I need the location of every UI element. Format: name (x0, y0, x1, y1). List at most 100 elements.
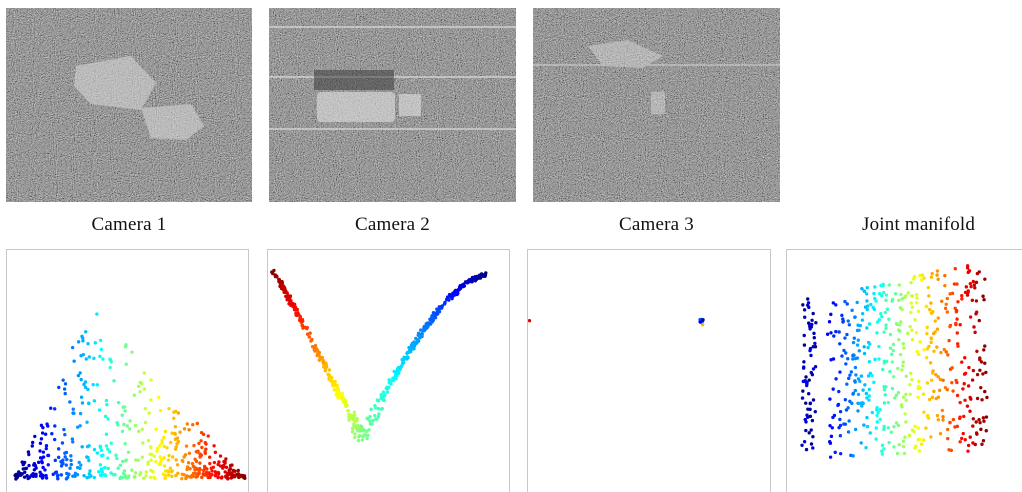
scatter-point-cam2 (434, 312, 438, 316)
scatter-point-joint (961, 387, 965, 391)
scatter-point-cam2 (401, 358, 406, 363)
scatter-point-cam1 (80, 401, 85, 405)
camera-1-label: Camera 1 (91, 214, 167, 235)
scatter-point-cam2 (298, 314, 303, 319)
scatter-point-cam1 (217, 460, 221, 464)
scatter-point-joint (974, 280, 979, 285)
scatter-point-joint (890, 360, 895, 364)
scatter-point-cam2 (412, 341, 417, 345)
scatter-point-cam2 (352, 424, 356, 428)
scatter-point-joint (868, 342, 872, 346)
scatter-point-cam1 (212, 444, 216, 448)
scatter-point-joint (855, 356, 860, 360)
scatter-point-joint (892, 424, 896, 429)
scatter-point-joint (867, 322, 872, 326)
scatter-point-cam1 (53, 458, 57, 463)
scatter-point-cam2 (274, 274, 278, 278)
scatter-point-joint (842, 348, 846, 353)
scatter-point-joint (933, 330, 937, 334)
scatter-point-cam2 (445, 295, 450, 299)
scatter-point-cam1 (173, 424, 178, 429)
scatter-point-joint (900, 405, 904, 409)
scatter-point-joint (881, 367, 885, 372)
scatter-point-joint (831, 387, 835, 391)
scatter-point-cam1 (69, 454, 73, 458)
scatter-point-joint (813, 345, 818, 349)
scatter-point-joint (893, 292, 898, 296)
scatter-point-cam1 (224, 465, 229, 469)
scatter-point-joint (857, 328, 861, 333)
scatter-point-cam1 (78, 371, 82, 375)
scatter-point-joint (853, 365, 858, 370)
scatter-point-joint (969, 284, 973, 289)
scatter-point-joint (803, 315, 807, 319)
scatter-point-joint (910, 428, 915, 432)
scatter-point-cam1 (214, 471, 218, 476)
scatter-point-joint (884, 323, 888, 327)
scatter-point-joint (891, 342, 896, 347)
scatter-point-cam1 (172, 410, 176, 414)
scatter-point-cam1 (120, 413, 124, 417)
scatter-point-joint (946, 436, 950, 441)
scatter-point-cam1 (149, 458, 153, 462)
scatter-point-cam1 (146, 462, 150, 466)
scatter-point-joint (929, 301, 933, 305)
scatter-point-cam1 (84, 357, 88, 361)
scatter-point-cam1 (209, 466, 213, 470)
scatter-point-joint (930, 271, 934, 276)
scatter-point-cam1 (185, 474, 189, 478)
scatter-point-joint (877, 344, 881, 349)
scatter-point-joint (883, 393, 887, 397)
scatter-point-joint (955, 317, 959, 321)
scatter-point-joint (870, 410, 875, 415)
scatter-point-joint (946, 353, 950, 357)
scatter-point-cam2 (335, 389, 339, 394)
scatter-point-joint (953, 425, 957, 429)
scatter-point-joint (809, 442, 814, 446)
scatter-point-joint (805, 413, 809, 417)
scatter-point-cam1 (92, 356, 96, 361)
scatter-point-joint (844, 351, 848, 355)
scatter-point-joint (880, 293, 884, 298)
scatter-point-cam1 (180, 476, 184, 481)
scatter-point-joint (866, 345, 870, 350)
scatter-point-cam1 (170, 431, 174, 435)
scatter-point-cam1 (185, 422, 189, 426)
scatter-point-joint (905, 331, 910, 336)
scatter-point-joint (914, 331, 919, 335)
scatter-point-cam2 (368, 422, 373, 426)
scatter-point-cam1 (106, 447, 110, 451)
scatter-point-joint (902, 451, 907, 456)
scatter-point-cam2 (414, 336, 418, 341)
scatter-point-cam1 (160, 441, 164, 445)
scatter-point-cam1 (82, 382, 86, 387)
scatter-point-joint (901, 444, 906, 449)
scatter-point-joint (804, 401, 808, 405)
scatter-point-joint (963, 371, 968, 375)
scatter-point-joint (975, 372, 980, 377)
scatter-point-joint (800, 396, 805, 400)
scatter-point-joint (891, 348, 895, 353)
scatter-point-cam1 (206, 434, 210, 438)
scatter-point-cam1 (76, 425, 80, 429)
scatter-point-cam2 (303, 325, 307, 329)
scatter-point-joint (907, 434, 912, 438)
scatter-point-cam1 (213, 450, 218, 455)
scatter-point-joint (974, 312, 978, 316)
scatter-point-joint (854, 373, 858, 377)
scatter-point-cam1 (115, 456, 119, 461)
scatter-point-joint (929, 337, 934, 341)
scatter-point-cam1 (38, 470, 42, 474)
scatter-point-joint (902, 346, 906, 350)
scatter-point-cam1 (166, 458, 171, 462)
scatter-point-cam1 (43, 432, 48, 436)
scatter-point-cam1 (147, 411, 151, 415)
scatter-point-cam1 (30, 444, 34, 448)
scatter-point-cam2 (310, 337, 314, 342)
scatter-point-cam1 (14, 472, 19, 477)
scatter-point-joint (880, 449, 884, 453)
scatter-point-joint (915, 296, 919, 300)
scatter-point-joint (860, 318, 865, 322)
scatter-point-cam1 (158, 408, 163, 413)
scatter-point-joint (940, 299, 944, 303)
